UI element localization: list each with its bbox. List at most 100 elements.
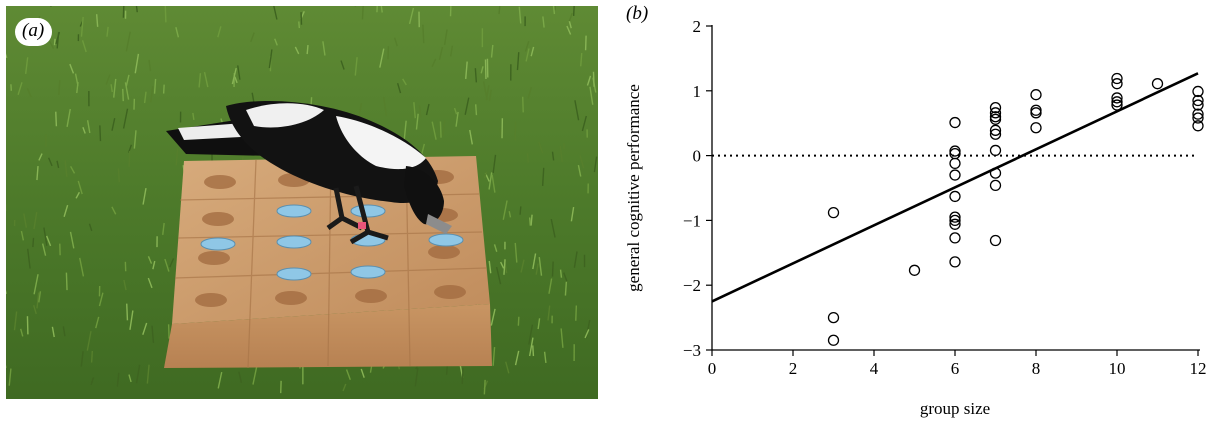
grass-blade (234, 76, 238, 84)
grass-blade (175, 148, 179, 166)
grass-blade (530, 46, 535, 57)
board-well (204, 175, 236, 189)
data-point (1192, 94, 1204, 107)
grass-blade (79, 257, 85, 277)
grass-blade (360, 368, 365, 378)
grass-blade (111, 118, 116, 131)
grass-blade (56, 160, 60, 169)
grass-blade (572, 6, 575, 16)
data-point (989, 144, 1002, 157)
grass-blade (33, 274, 39, 295)
grass-blade (345, 369, 351, 381)
grass-blade (528, 324, 534, 345)
grass-blade (53, 38, 56, 46)
grass-blade (113, 78, 117, 98)
grass-blade (577, 164, 582, 177)
grass-blade (480, 66, 484, 74)
grass-blade (532, 345, 535, 357)
data-point (1111, 72, 1123, 85)
grass-blade (117, 168, 120, 183)
grass-blade (36, 292, 40, 309)
grass-blade (105, 74, 111, 85)
y-tick-label: 0 (693, 147, 702, 166)
grass-blade (51, 326, 55, 338)
grass-blade (431, 121, 437, 140)
grass-blade (449, 45, 454, 57)
data-point (989, 107, 1002, 119)
data-point (1030, 107, 1042, 119)
grass-blade (192, 112, 195, 121)
grass-blade (438, 46, 444, 60)
data-point (1111, 78, 1123, 90)
grass-blade (164, 258, 170, 272)
panel-label-a: (a) (15, 18, 53, 46)
grass-blade (48, 41, 55, 49)
x-tick-label: 10 (1109, 359, 1126, 378)
grass-blade (495, 266, 502, 285)
grass-blade (95, 14, 99, 27)
x-tick-label: 0 (708, 359, 717, 378)
grass-blade (443, 29, 448, 46)
data-point (989, 128, 1002, 140)
y-tick-label: 1 (693, 82, 702, 101)
grass-blade (548, 278, 553, 294)
data-point (827, 311, 840, 324)
grass-blade (33, 212, 38, 230)
grass-blade (361, 6, 364, 20)
grass-blade (573, 251, 578, 268)
grass-blade (231, 67, 237, 85)
grass-blade (342, 383, 347, 392)
grass-blade (20, 328, 24, 337)
grass-blade (431, 58, 437, 68)
grass-blade (541, 167, 545, 186)
grass-blade (36, 165, 39, 181)
x-tick-label: 12 (1190, 359, 1207, 378)
grass-blade (535, 263, 539, 275)
grass-blade (376, 6, 378, 13)
board-well (434, 285, 466, 299)
grass-blade (498, 6, 501, 15)
grass-blade (62, 326, 66, 337)
grass-blade (530, 214, 533, 226)
data-point (1192, 120, 1204, 132)
data-point (1111, 99, 1123, 111)
grass-blade (106, 26, 109, 37)
grass-blade (518, 6, 522, 24)
grass-blade (126, 303, 129, 321)
data-point (1151, 78, 1164, 90)
grass-blade (13, 311, 18, 331)
grass-blade (566, 25, 572, 35)
grass-blade (64, 160, 68, 177)
grass-blade (237, 65, 241, 80)
grass-blade (520, 259, 525, 273)
data-point (949, 218, 961, 230)
grass-blade (589, 86, 594, 105)
grass-blade (396, 83, 402, 94)
grass-blade (6, 53, 8, 59)
grass-blade (38, 153, 43, 161)
grass-blade (17, 82, 23, 95)
grass-blade (532, 253, 537, 270)
regression-line (711, 72, 1199, 303)
grass-blade (500, 261, 505, 269)
grass-blade (38, 291, 42, 303)
grass-blade (43, 227, 48, 246)
grass-blade (581, 115, 587, 132)
data-points (827, 72, 1204, 346)
data-point (949, 214, 961, 227)
grass-blade (274, 38, 278, 46)
grass-blade (294, 46, 300, 55)
blue-lid (350, 265, 386, 279)
grass-blade (217, 371, 223, 389)
grass-blade (268, 49, 273, 69)
x-tick-label: 4 (870, 359, 879, 378)
data-point (949, 232, 961, 244)
grass-blade (8, 368, 12, 386)
grass-blade (528, 337, 534, 357)
data-point (827, 206, 840, 219)
grass-blade (125, 74, 130, 87)
grass-blade (503, 259, 506, 275)
blue-lid (276, 267, 312, 281)
